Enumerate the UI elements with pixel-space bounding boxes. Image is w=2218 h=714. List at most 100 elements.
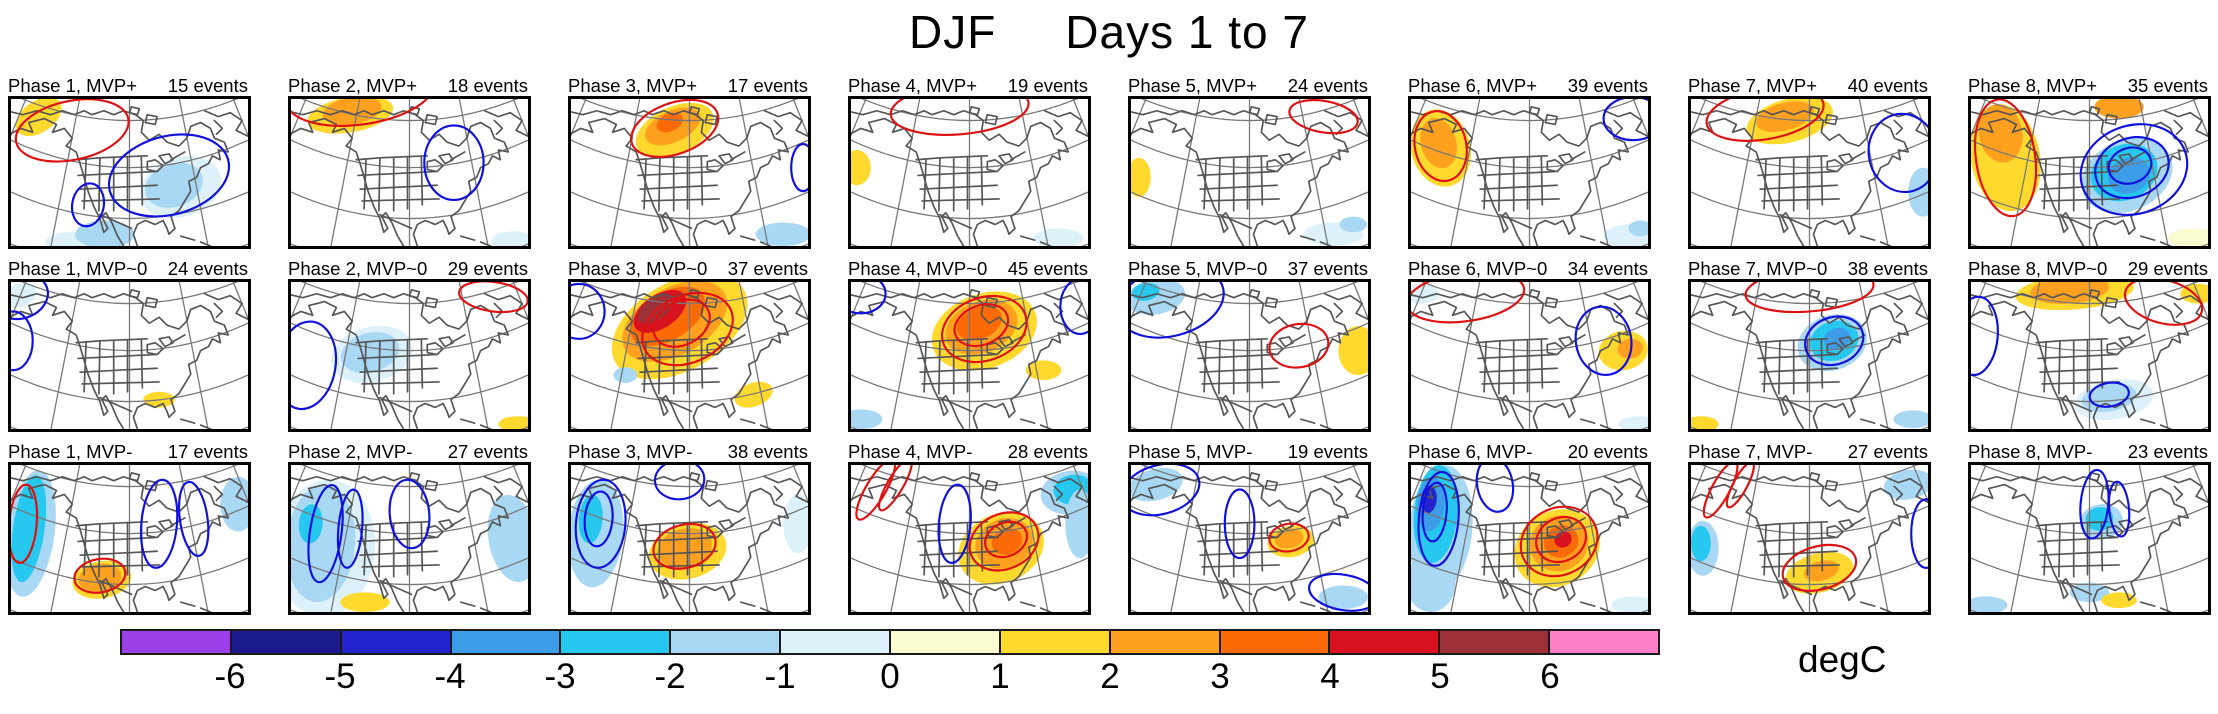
map-panel: [568, 461, 811, 615]
panel-phase-label: Phase 7, MVP+: [1688, 74, 1818, 96]
map-panel: [1408, 461, 1651, 615]
map-cell: Phase 6, MVP~0 34 events: [1408, 258, 1651, 432]
map-canvas: [851, 464, 1088, 612]
panel-header: Phase 1, MVP+ 15 events: [8, 75, 251, 96]
map-canvas: [1411, 98, 1648, 246]
map-panel: [288, 461, 531, 615]
panel-events-label: 20 events: [1567, 440, 1648, 462]
panel-header: Phase 4, MVP~0 45 events: [848, 258, 1091, 279]
map-panel: [1408, 278, 1651, 432]
map-panel: [1128, 461, 1371, 615]
map-canvas: [1971, 281, 2208, 429]
colorbar-tick-label: 6: [1540, 656, 1560, 696]
panel-events-label: 40 events: [1847, 74, 1928, 96]
map-canvas: [1691, 281, 1928, 429]
map-canvas: [851, 281, 1088, 429]
colorbar-segment: [1330, 630, 1441, 653]
map-panel: [848, 95, 1091, 249]
colorbar-tick-label: 5: [1430, 656, 1450, 696]
panel-phase-label: Phase 4, MVP+: [848, 74, 978, 96]
map-canvas: [571, 98, 808, 246]
map-canvas: [291, 281, 528, 429]
map-canvas: [291, 464, 528, 612]
map-panel: [8, 461, 251, 615]
colorbar-tick-label: 1: [990, 656, 1010, 696]
panel-phase-label: Phase 4, MVP~0: [848, 257, 988, 279]
map-panel: [1128, 278, 1371, 432]
colorbar-segment: [341, 630, 452, 653]
map-panel: [1968, 95, 2211, 249]
map-panel: [1128, 95, 1371, 249]
map-canvas: [11, 281, 248, 429]
panel-phase-label: Phase 7, MVP~0: [1688, 257, 1828, 279]
map-cell: Phase 2, MVP- 27 events: [288, 441, 531, 615]
panel-events-label: 38 events: [1847, 257, 1928, 279]
panel-header: Phase 8, MVP+ 35 events: [1968, 75, 2211, 96]
panel-phase-label: Phase 5, MVP~0: [1128, 257, 1268, 279]
map-panel: [848, 461, 1091, 615]
colorbar-segment: [231, 630, 342, 653]
map-cell: Phase 8, MVP~0 29 events: [1968, 258, 2211, 432]
panel-events-label: 38 events: [727, 440, 808, 462]
panel-phase-label: Phase 8, MVP~0: [1968, 257, 2108, 279]
colorbar-segment: [891, 630, 1001, 653]
panel-header: Phase 6, MVP~0 34 events: [1408, 258, 1651, 279]
figure-title: DJF Days 1 to 7: [909, 6, 1309, 58]
colorbar-tick-label: -5: [324, 656, 356, 696]
map-canvas: [11, 464, 248, 612]
panel-phase-label: Phase 3, MVP-: [568, 440, 693, 462]
map-cell: Phase 2, MVP~0 29 events: [288, 258, 531, 432]
panel-phase-label: Phase 2, MVP-: [288, 440, 413, 462]
panel-phase-label: Phase 4, MVP-: [848, 440, 973, 462]
panel-phase-label: Phase 6, MVP+: [1408, 74, 1538, 96]
panel-header: Phase 5, MVP- 19 events: [1128, 441, 1371, 462]
panel-events-label: 24 events: [1287, 74, 1368, 96]
colorbar-segment: [1000, 630, 1111, 653]
panel-events-label: 27 events: [1847, 440, 1928, 462]
map-cell: Phase 3, MVP+ 17 events: [568, 75, 811, 249]
map-canvas: [571, 464, 808, 612]
colorbar-segment: [561, 630, 672, 653]
map-cell: Phase 5, MVP+ 24 events: [1128, 75, 1371, 249]
panel-header: Phase 8, MVP~0 29 events: [1968, 258, 2211, 279]
colorbar-segment: [1440, 630, 1551, 653]
panel-phase-label: Phase 5, MVP-: [1128, 440, 1253, 462]
map-cell: Phase 6, MVP- 20 events: [1408, 441, 1651, 615]
map-canvas: [11, 98, 248, 246]
map-panel: [568, 95, 811, 249]
map-canvas: [1411, 281, 1648, 429]
colorbar-segment: [671, 630, 782, 653]
panel-phase-label: Phase 3, MVP~0: [568, 257, 708, 279]
panel-header: Phase 3, MVP+ 17 events: [568, 75, 811, 96]
map-panel: [1688, 95, 1931, 249]
panel-phase-label: Phase 2, MVP~0: [288, 257, 428, 279]
map-cell: Phase 8, MVP- 23 events: [1968, 441, 2211, 615]
map-cell: Phase 7, MVP~0 38 events: [1688, 258, 1931, 432]
panel-phase-label: Phase 3, MVP+: [568, 74, 698, 96]
panel-events-label: 39 events: [1567, 74, 1648, 96]
panel-events-label: 28 events: [1007, 440, 1088, 462]
panel-events-label: 29 events: [447, 257, 528, 279]
panel-phase-label: Phase 1, MVP~0: [8, 257, 148, 279]
panel-events-label: 18 events: [447, 74, 528, 96]
map-canvas: [1411, 464, 1648, 612]
map-cell: Phase 6, MVP+ 39 events: [1408, 75, 1651, 249]
map-cell: Phase 5, MVP- 19 events: [1128, 441, 1371, 615]
map-panel: [8, 95, 251, 249]
map-panel: [1688, 278, 1931, 432]
panel-header: Phase 6, MVP- 20 events: [1408, 441, 1651, 462]
panel-phase-label: Phase 2, MVP+: [288, 74, 418, 96]
panel-events-label: 27 events: [447, 440, 528, 462]
colorbar-unit-label: degC: [1798, 638, 1887, 680]
map-panel: [568, 278, 811, 432]
panel-events-label: 23 events: [2127, 440, 2208, 462]
colorbar-tick-label: 2: [1100, 656, 1120, 696]
map-panel: [1688, 461, 1931, 615]
colorbar-segment: [122, 630, 232, 653]
panel-events-label: 37 events: [1287, 257, 1368, 279]
panel-phase-label: Phase 6, MVP~0: [1408, 257, 1548, 279]
panel-header: Phase 8, MVP- 23 events: [1968, 441, 2211, 462]
colorbar-tick-label: 0: [880, 656, 900, 696]
colorbar-tick-label: -1: [764, 656, 796, 696]
colorbar-tick-label: -4: [434, 656, 466, 696]
